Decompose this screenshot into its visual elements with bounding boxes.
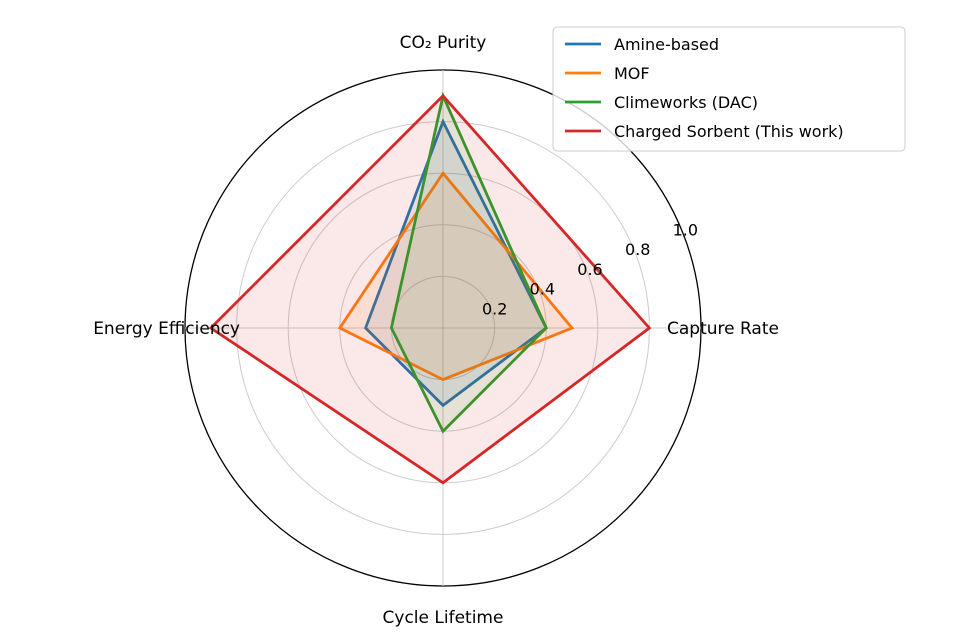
legend-label: Climeworks (DAC) bbox=[614, 93, 758, 112]
series-fill bbox=[339, 173, 572, 380]
axis-label: Capture Rate bbox=[667, 319, 779, 339]
legend-box bbox=[552, 26, 906, 152]
radial-tick-label: 0.8 bbox=[625, 240, 650, 259]
axis-label: Cycle Lifetime bbox=[383, 608, 504, 628]
series-line bbox=[337, 170, 575, 382]
axis-label: CO₂ Purity bbox=[400, 33, 487, 53]
radial-tick-label: 1.0 bbox=[673, 220, 698, 239]
series-fill bbox=[210, 95, 650, 483]
series-line bbox=[208, 93, 652, 485]
label-layer: 0.2 0.4 0.6 0.8 1.0 CO₂ Purity Capture Rate Cyc… bbox=[93, 33, 779, 628]
series-line bbox=[389, 91, 548, 434]
radial-tick-label: 0.6 bbox=[577, 260, 602, 279]
axis-label: Energy Efficiency bbox=[93, 319, 240, 339]
series-fill bbox=[365, 121, 547, 406]
series-layer bbox=[208, 91, 652, 485]
radial-tick-label: 0.2 bbox=[482, 299, 507, 318]
legend-label: MOF bbox=[614, 64, 650, 83]
radial-tick-label: 0.4 bbox=[530, 280, 555, 299]
series-line bbox=[363, 118, 548, 408]
legend-label: Charged Sorbent (This work) bbox=[614, 122, 844, 141]
legend: Amine-based MOF Climeworks (DAC) Charged So… bbox=[552, 26, 906, 152]
legend-label: Amine-based bbox=[614, 35, 719, 54]
series-fill bbox=[391, 95, 547, 432]
